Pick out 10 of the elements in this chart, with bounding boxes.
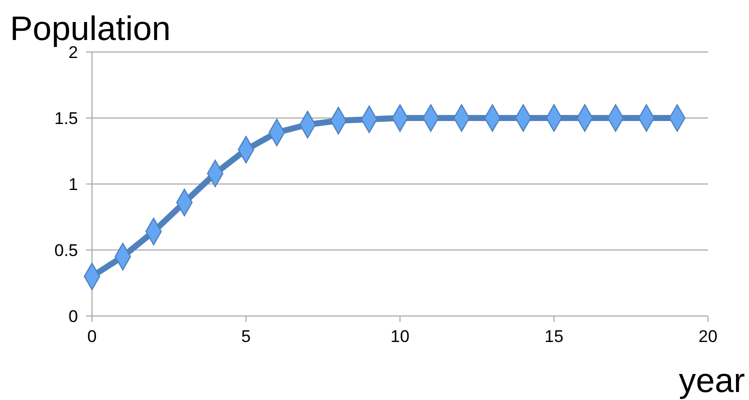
- x-tick-label: 5: [241, 327, 251, 346]
- x-tick-label: 20: [698, 327, 718, 346]
- y-tick-label: 1: [68, 175, 78, 194]
- x-tick-label: 0: [87, 327, 97, 346]
- x-tick-label: 15: [544, 327, 564, 346]
- y-tick-label: 0.5: [54, 241, 78, 260]
- y-tick-label: 1.5: [54, 109, 78, 128]
- x-axis-title: year: [678, 362, 745, 400]
- x-tick-label: 10: [390, 327, 410, 346]
- y-tick-label: 0: [68, 307, 78, 326]
